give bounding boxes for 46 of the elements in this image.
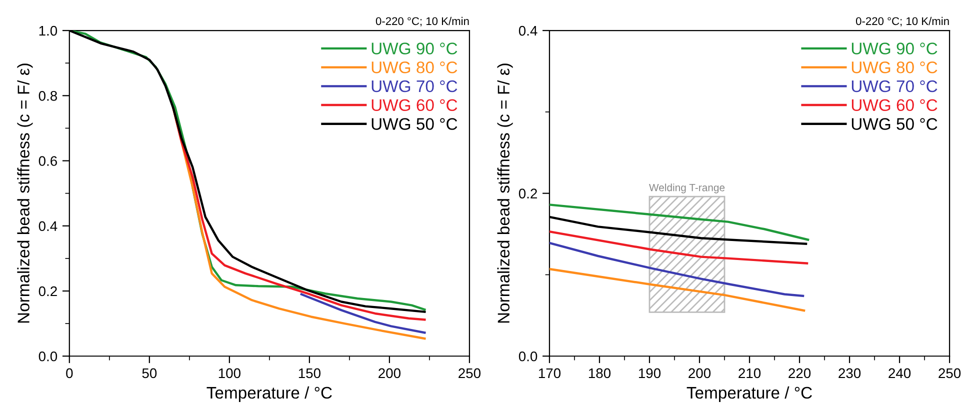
x-tick-label: 170 — [538, 368, 561, 378]
y-axis-title: Normalized bead stiffness (c = F/ ε) — [17, 64, 33, 323]
legend-label: UWG 90 °C — [852, 42, 938, 54]
legend-label: UWG 90 °C — [372, 42, 458, 54]
band-label: Welding T-range — [649, 184, 725, 194]
legend-label: UWG 60 °C — [372, 99, 458, 112]
x-tick-label: 0 — [66, 368, 73, 378]
legend-label: UWG 50 °C — [372, 118, 458, 130]
y-tick-label: 0.4 — [38, 221, 58, 232]
legend-label: UWG 60 °C — [852, 99, 938, 112]
x-tick-label: 180 — [588, 368, 611, 378]
x-axis-title: Temperature / °C — [206, 386, 332, 402]
x-tick-label: 200 — [688, 368, 711, 378]
x-tick-label: 50 — [142, 368, 157, 378]
y-tick-label: 0.0 — [518, 351, 538, 362]
y-tick-label: 0.6 — [38, 156, 57, 166]
x-tick-label: 190 — [638, 368, 661, 378]
line-series — [549, 230, 808, 264]
x-tick-label: 240 — [888, 368, 911, 378]
y-axis-title: Normalized bead stiffness (c = F/ ε) — [497, 64, 513, 323]
legend-label: UWG 80 °C — [852, 62, 938, 74]
legend-label: UWG 70 °C — [372, 80, 458, 92]
x-tick-label: 220 — [788, 368, 811, 378]
line-series — [549, 268, 806, 312]
x-tick-label: 250 — [938, 368, 961, 378]
x-tick-label: 210 — [738, 368, 761, 378]
line-series — [300, 293, 426, 334]
x-tick-label: 100 — [218, 368, 240, 378]
x-tick-label: 150 — [298, 368, 320, 378]
y-tick-label: 0.4 — [518, 26, 538, 36]
y-tick-label: 0.2 — [38, 286, 57, 296]
line-series — [549, 204, 810, 241]
legend-label: UWG 70 °C — [852, 80, 938, 92]
y-tick-label: 0.2 — [518, 188, 537, 198]
line-series — [549, 242, 804, 297]
y-tick-label: 0.0 — [38, 351, 58, 362]
x-axis-title: Temperature / °C — [686, 386, 812, 402]
x-tick-label: 230 — [838, 368, 861, 378]
y-tick-label: 0.8 — [38, 90, 57, 101]
legend-label: UWG 50 °C — [852, 118, 938, 130]
legend-label: UWG 80 °C — [372, 62, 458, 74]
x-tick-label: 200 — [378, 368, 400, 378]
x-tick-label: 250 — [458, 368, 481, 378]
text: 0-220 °C; 10 K/min — [376, 16, 469, 26]
y-tick-label: 1.0 — [39, 26, 58, 36]
text: 0-220 °C; 10 K/min — [856, 16, 949, 26]
